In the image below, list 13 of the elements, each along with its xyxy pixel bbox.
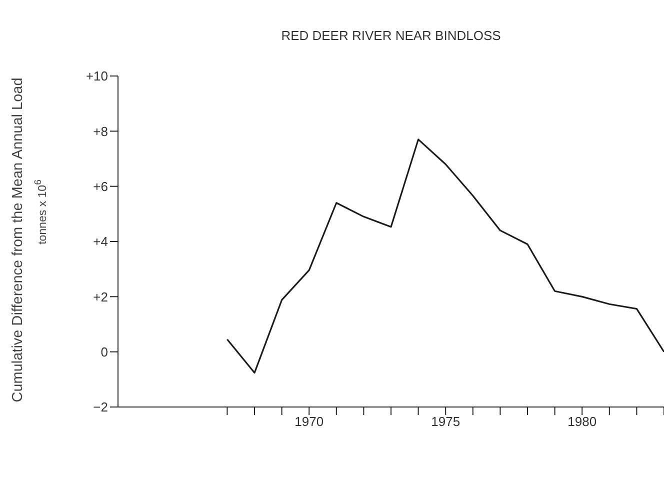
y-tick-label: +10 (86, 68, 108, 84)
x-tick-label: 1970 (294, 414, 324, 430)
y-tick-label: +4 (93, 234, 108, 250)
chart-title: RED DEER RIVER NEAR BINDLOSS (280, 28, 502, 43)
y-tick-label: +8 (93, 124, 108, 139)
y-tick-label: +6 (93, 178, 108, 194)
y-tick-label: −2 (93, 400, 108, 415)
y-tick-label: 0 (100, 344, 108, 360)
x-tick-label: 1980 (568, 414, 597, 430)
y-tick-label: +2 (93, 289, 108, 304)
y-axis-title: Cumulative Difference from the Mean Annual Load (10, 78, 26, 402)
x-tick-label: 1975 (431, 414, 460, 430)
line-series (226, 138, 664, 374)
